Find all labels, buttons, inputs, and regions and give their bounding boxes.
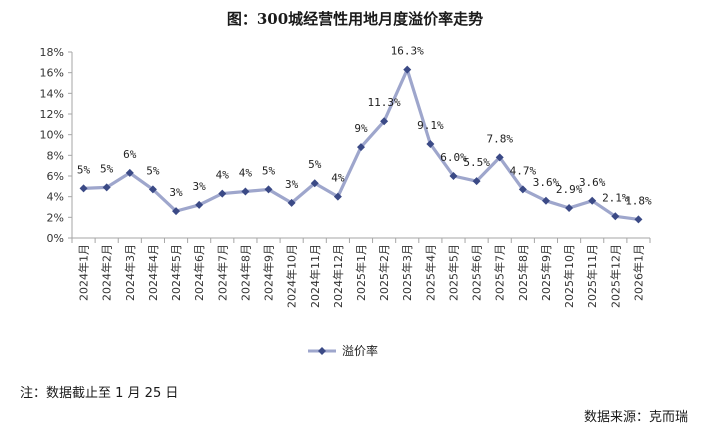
x-tick-label: 2025年4月 xyxy=(423,244,437,301)
x-tick-label: 2025年10月 xyxy=(562,244,576,308)
legend: 溢价率 xyxy=(308,343,378,358)
data-point xyxy=(541,196,550,205)
y-tick-label: 18% xyxy=(40,46,64,59)
x-tick-label: 2024年11月 xyxy=(308,244,322,308)
y-tick-label: 16% xyxy=(40,67,64,80)
data-point xyxy=(333,192,342,201)
y-tick-label: 12% xyxy=(40,108,64,121)
x-tick-label: 2025年1月 xyxy=(354,244,368,301)
data-point xyxy=(79,184,88,193)
data-point xyxy=(287,198,296,207)
y-tick-label: 0% xyxy=(47,232,64,245)
series-layer xyxy=(79,65,643,224)
data-point xyxy=(102,183,111,192)
x-tick-label: 2024年3月 xyxy=(123,244,137,301)
data-label: 2.9% xyxy=(556,183,583,196)
data-point xyxy=(403,65,412,74)
data-point xyxy=(565,204,574,213)
y-tick-label: 8% xyxy=(47,149,64,162)
x-tick-label: 2024年4月 xyxy=(146,244,160,301)
data-label: 16.3% xyxy=(391,45,424,58)
x-tick-label: 2025年7月 xyxy=(493,244,507,301)
y-tick-label: 4% xyxy=(47,191,64,204)
data-label: 9.1% xyxy=(417,119,444,132)
x-tick-label: 2025年5月 xyxy=(446,244,460,301)
data-point xyxy=(611,212,620,221)
x-tick-label: 2025年3月 xyxy=(400,244,414,301)
data-labels: 5% 5% 6% 5% 3% 3% 4% 4% 5% 3% 5% 4% 9%11.3% 16.3% 9.1%… xyxy=(77,45,652,208)
data-point xyxy=(241,187,250,196)
x-tick-label: 2026年1月 xyxy=(631,244,645,301)
legend-label: 溢价率 xyxy=(342,343,378,358)
source-credit: 数据来源：克而瑞 xyxy=(583,410,688,425)
data-label: 3.6% xyxy=(579,176,606,189)
data-label: 5.5% xyxy=(463,156,490,169)
data-point xyxy=(148,185,157,194)
data-point xyxy=(172,207,181,216)
x-tick-label: 2024年6月 xyxy=(192,244,206,301)
data-label: 9% xyxy=(354,122,368,135)
footnote: 注：数据截止至 1 月 25 日 xyxy=(20,386,179,401)
legend-marker-swatch xyxy=(318,347,326,355)
data-point xyxy=(588,196,597,205)
data-point xyxy=(495,153,504,162)
data-label: 3% xyxy=(169,186,183,199)
x-tick-label: 2025年12月 xyxy=(608,244,622,308)
data-label: 4.7% xyxy=(510,164,537,177)
chart-title: 图：300城经营性用地月度溢价率走势 xyxy=(226,10,484,28)
data-point xyxy=(472,177,481,186)
data-label: 2.1% xyxy=(602,191,629,204)
x-tick-label: 2024年8月 xyxy=(238,244,252,301)
data-label: 4% xyxy=(239,167,253,180)
data-label: 5% xyxy=(308,158,322,171)
data-label: 4% xyxy=(216,169,230,182)
y-tick-label: 6% xyxy=(47,170,64,183)
y-tick-label: 10% xyxy=(40,129,64,142)
data-point xyxy=(357,143,365,152)
data-label: 5% xyxy=(100,162,114,175)
x-tick-label: 2025年9月 xyxy=(539,244,553,301)
x-tick-label: 2024年1月 xyxy=(77,244,91,301)
x-tick-label: 2025年6月 xyxy=(470,244,484,301)
data-label: 3% xyxy=(193,180,207,193)
y-tick-label: 2% xyxy=(47,211,64,224)
x-tick-label: 2024年7月 xyxy=(215,244,229,301)
data-label: 7.8% xyxy=(486,132,513,145)
data-point xyxy=(426,139,435,148)
data-point xyxy=(518,185,527,194)
data-point xyxy=(125,168,134,177)
data-point xyxy=(634,215,643,224)
data-label: 5% xyxy=(77,163,91,176)
x-tick-label: 2024年2月 xyxy=(100,244,114,301)
data-point xyxy=(218,189,227,198)
data-label: 3% xyxy=(285,178,299,191)
y-axis-ticks: 0% 2% 4% 6% 8% 10% 12% 14% 16% 18% xyxy=(40,46,72,245)
x-tick-label: 2024年12月 xyxy=(331,244,345,308)
data-point xyxy=(380,117,389,126)
data-label: 11.3% xyxy=(368,96,401,109)
x-tick-label: 2024年5月 xyxy=(169,244,183,301)
data-label: 4% xyxy=(331,172,345,185)
data-label: 6% xyxy=(123,148,137,161)
data-point xyxy=(264,185,273,194)
data-label: 6.0% xyxy=(440,151,467,164)
y-tick-label: 14% xyxy=(40,87,64,100)
data-label: 1.8% xyxy=(625,194,652,207)
data-point xyxy=(195,200,204,209)
x-tick-label: 2024年9月 xyxy=(262,244,276,301)
x-tick-label: 2025年2月 xyxy=(377,244,391,301)
x-tick-label: 2025年11月 xyxy=(585,244,599,308)
data-label: 3.6% xyxy=(533,176,560,189)
x-tick-label: 2024年10月 xyxy=(285,244,299,308)
x-tick-label: 2025年8月 xyxy=(516,244,530,301)
chart-axes xyxy=(71,52,650,239)
data-label: 5% xyxy=(262,164,276,177)
x-axis-ticks: 2024年1月 2024年2月 2024年3月 2024年4月 2024年5月 2024年… xyxy=(71,238,651,308)
data-point xyxy=(310,179,319,188)
data-label: 5% xyxy=(146,164,160,177)
data-point xyxy=(449,172,458,180)
